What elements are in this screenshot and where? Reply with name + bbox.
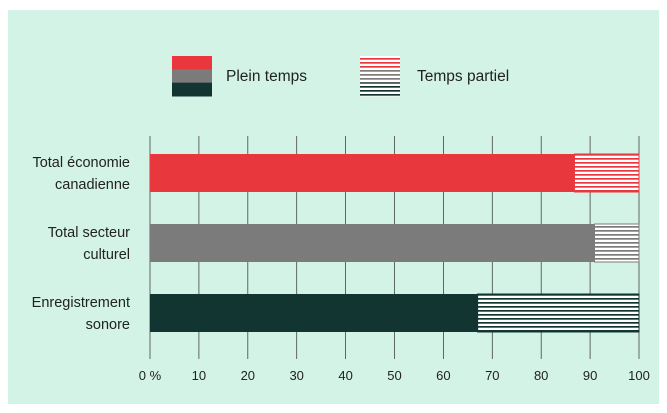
legend-part-time-swatch xyxy=(360,56,400,70)
x-tick-label: 10 xyxy=(192,368,206,383)
category-label: Total économie xyxy=(32,155,130,171)
bar-part-time xyxy=(574,154,639,192)
x-tick-label: 60 xyxy=(436,368,450,383)
bar-full-time xyxy=(150,294,478,332)
chart: 0 % 10 20 30 40 50 60 70 80 90 100 Total économie ca… xyxy=(32,56,650,383)
x-tick-label: 80 xyxy=(534,368,548,383)
x-tick-label: 50 xyxy=(387,368,401,383)
category-label: canadienne xyxy=(55,177,130,193)
category-label: culturel xyxy=(83,247,130,263)
legend-full-time-swatch xyxy=(172,82,212,97)
x-tick-label: 20 xyxy=(241,368,255,383)
bar-part-time-outline xyxy=(477,293,640,333)
x-tick-label: 40 xyxy=(338,368,352,383)
bar-part-time-outline xyxy=(594,223,640,263)
legend-part-time-swatch xyxy=(360,82,400,97)
bar-full-time xyxy=(150,224,595,262)
category-label: Enregistrement xyxy=(32,295,130,311)
bar-part-time xyxy=(477,294,639,332)
x-tick-label: 30 xyxy=(289,368,303,383)
bar-part-time-outline xyxy=(573,153,640,193)
x-tick-label: 0 % xyxy=(139,368,162,383)
chart-panel: 0 % 10 20 30 40 50 60 70 80 90 100 Total économie ca… xyxy=(8,10,659,404)
bar-full-time xyxy=(150,154,575,192)
bar-part-time xyxy=(594,224,639,262)
legend-part-time-swatch xyxy=(360,69,400,84)
legend-full-time-swatch xyxy=(172,69,212,84)
legend-part-time-label: Temps partiel xyxy=(417,68,509,85)
x-tick-label: 100 xyxy=(628,368,650,383)
category-label: Total secteur xyxy=(48,225,130,241)
x-tick-label: 70 xyxy=(485,368,499,383)
legend-full-time-swatch xyxy=(172,56,212,70)
legend-full-time-label: Plein temps xyxy=(226,68,307,85)
category-label: sonore xyxy=(86,317,130,333)
x-tick-label: 90 xyxy=(583,368,597,383)
